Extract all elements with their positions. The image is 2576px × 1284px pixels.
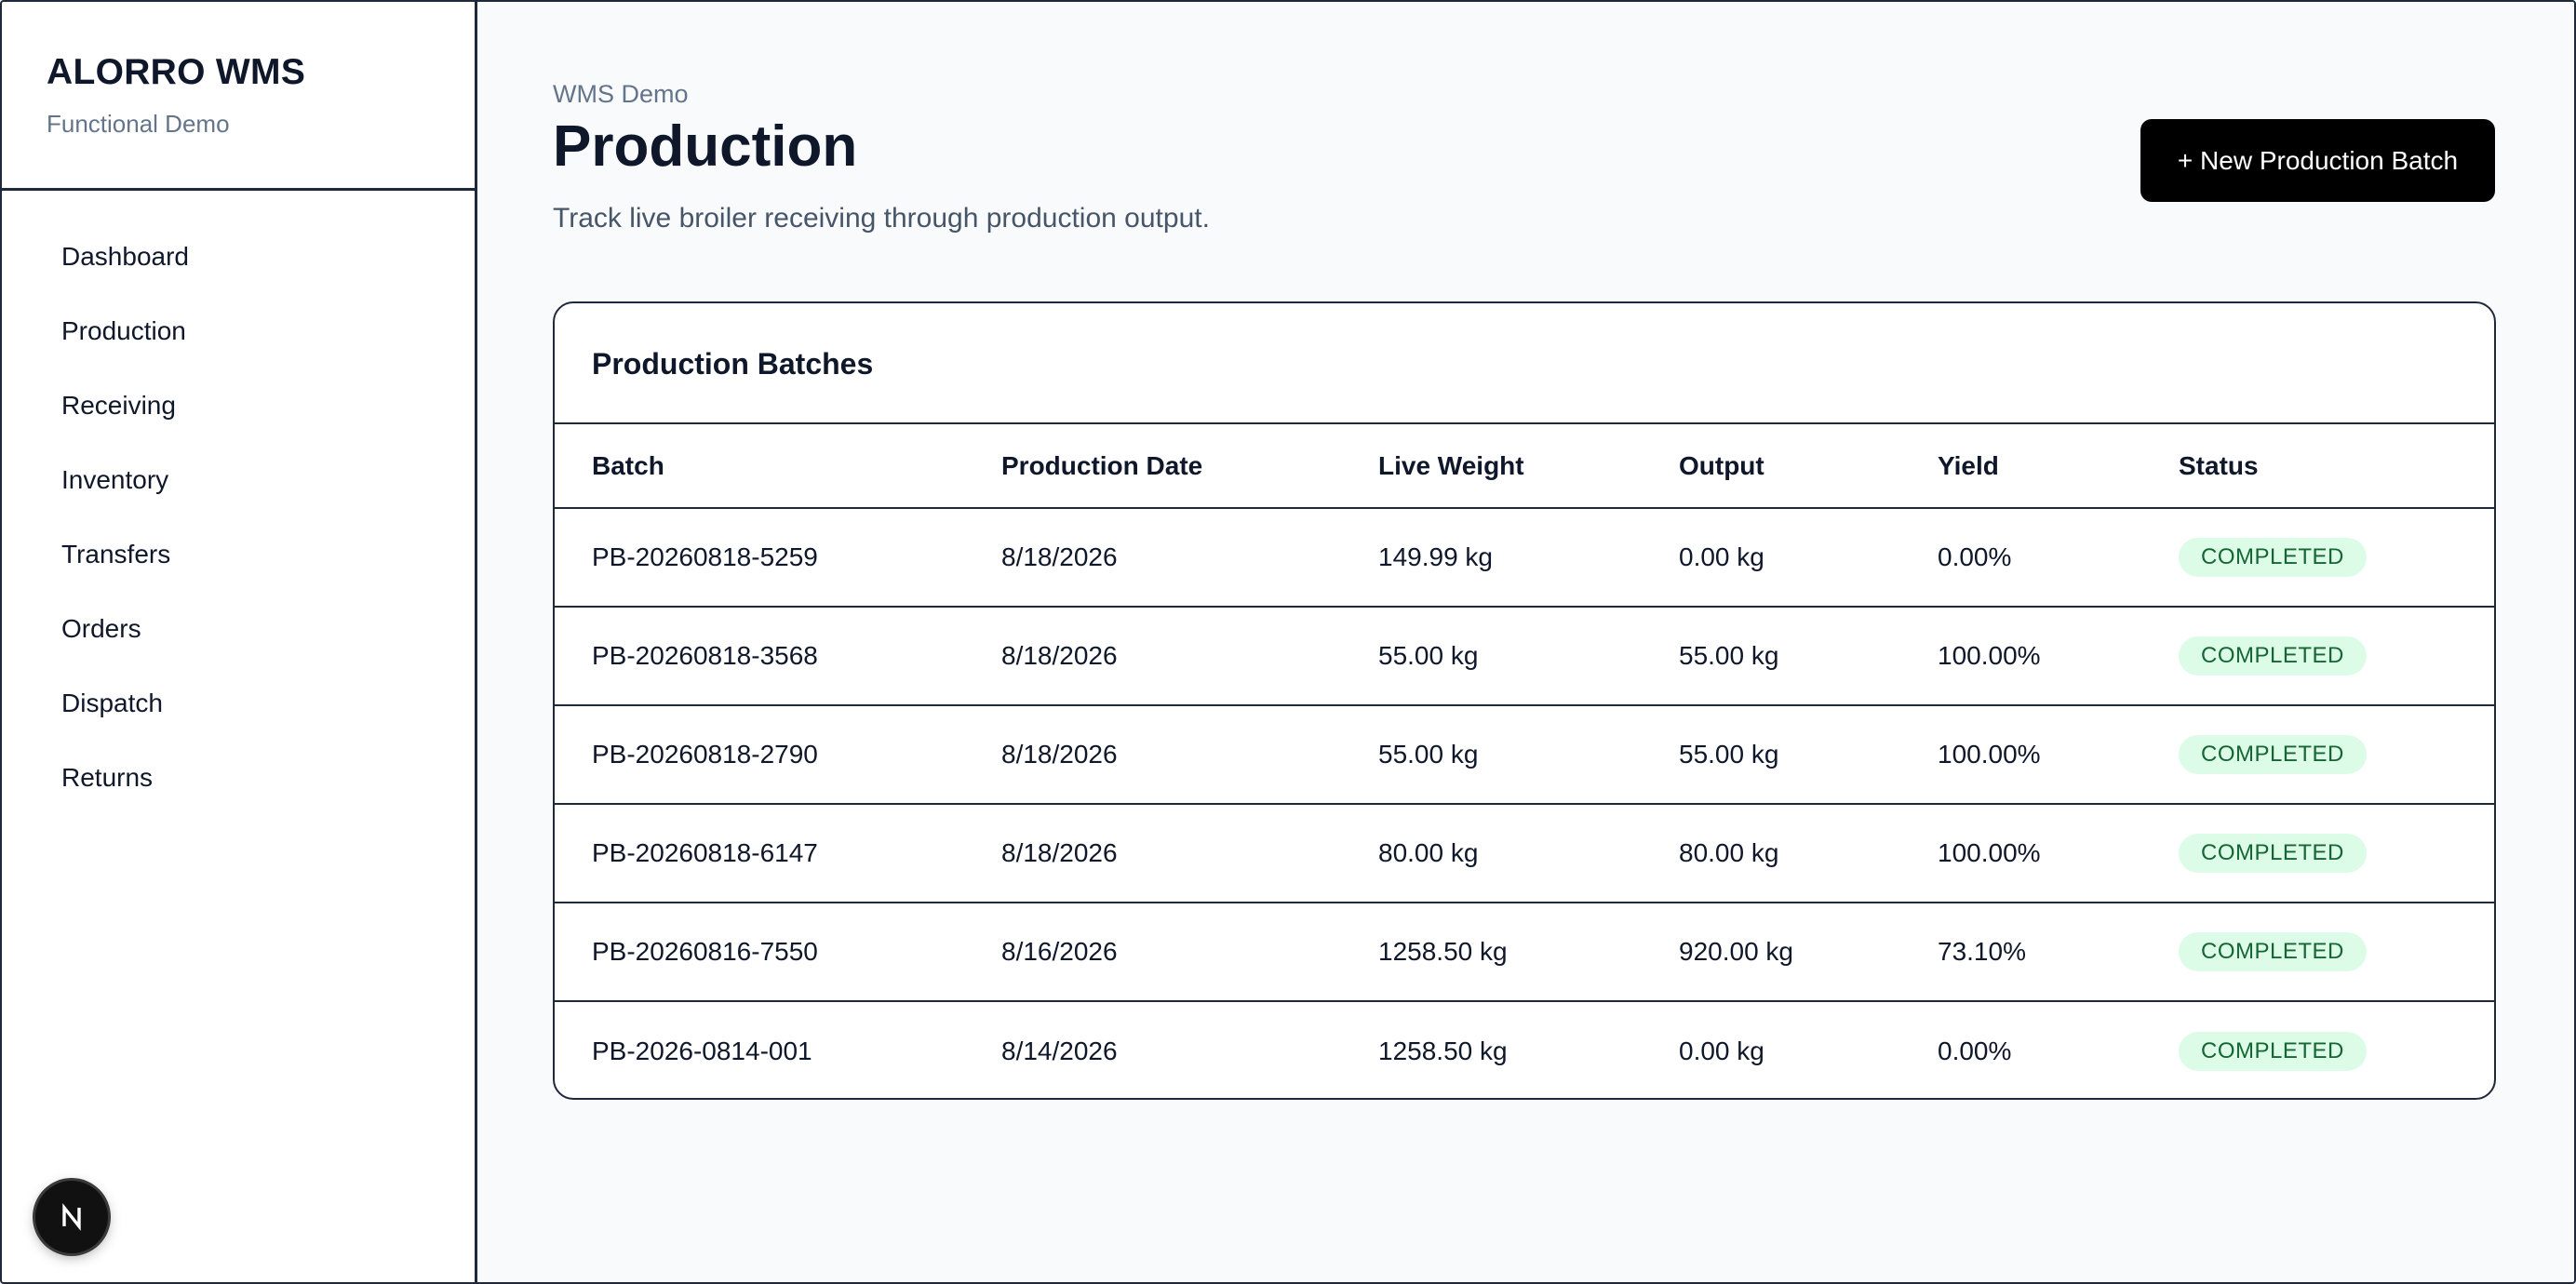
column-header-live-weight: Live Weight [1378,450,1524,480]
cell-output: 55.00 kg [1679,641,1779,670]
table-row[interactable]: PB-20260816-7550 8/16/2026 1258.50 kg 92… [555,903,2494,1001]
cell-live-weight: 1258.50 kg [1378,1036,1508,1065]
cell-status: COMPLETED [2179,607,2494,705]
page-title: Production [553,114,858,179]
cell-status: COMPLETED [2179,705,2494,804]
cell-yield: 100.00% [1938,641,2041,670]
cell-status: COMPLETED [2179,804,2494,903]
table-row[interactable]: PB-20260818-5259 8/18/2026 149.99 kg 0.0… [555,508,2494,607]
status-badge: COMPLETED [2179,735,2367,774]
sidebar-item-orders[interactable]: Orders [61,614,141,643]
column-header-yield: Yield [1938,450,1999,480]
cell-status: COMPLETED [2179,508,2494,607]
cell-batch: PB-20260818-3568 [592,641,818,670]
cell-yield: 0.00% [1938,542,2012,571]
cell-batch: PB-2026-0814-001 [592,1036,812,1065]
cell-yield: 0.00% [1938,1036,2012,1065]
sidebar-item-dispatch[interactable]: Dispatch [61,689,163,717]
cell-yield: 100.00% [1938,740,2041,769]
cell-output: 920.00 kg [1679,937,1793,966]
sidebar-item-dashboard[interactable]: Dashboard [61,242,189,271]
production-batches-card: Production Batches Batch Production Date… [553,301,2496,1100]
column-header-status: Status [2179,450,2259,480]
cell-status: COMPLETED [2179,903,2494,1001]
cell-yield: 73.10% [1938,937,2026,966]
sidebar-item-inventory[interactable]: Inventory [61,465,169,494]
cell-production-date: 8/16/2026 [1001,937,1118,966]
table-row[interactable]: PB-2026-0814-001 8/14/2026 1258.50 kg 0.… [555,1001,2494,1098]
cell-production-date: 8/18/2026 [1001,542,1118,571]
column-header-batch: Batch [592,450,664,480]
status-badge: COMPLETED [2179,932,2367,971]
table-header-row: Batch Production Date Live Weight Output… [555,424,2494,508]
cell-batch: PB-20260816-7550 [592,937,818,966]
cell-production-date: 8/18/2026 [1001,740,1118,769]
status-badge: COMPLETED [2179,1031,2367,1071]
brand-name: ALORRO WMS [47,52,306,92]
cell-live-weight: 149.99 kg [1378,542,1493,571]
table-row[interactable]: PB-20260818-3568 8/18/2026 55.00 kg 55.0… [555,607,2494,705]
page-subtitle: Track live broiler receiving through pro… [553,203,1210,234]
status-badge: COMPLETED [2179,538,2367,577]
cell-live-weight: 55.00 kg [1378,740,1479,769]
breadcrumb: WMS Demo [553,80,689,108]
cell-batch: PB-20260818-6147 [592,838,818,867]
cell-live-weight: 55.00 kg [1378,641,1479,670]
cell-production-date: 8/18/2026 [1001,838,1118,867]
sidebar: ALORRO WMS Functional Demo Dashboard Pro… [2,2,477,1282]
cell-output: 55.00 kg [1679,740,1779,769]
sidebar-item-returns[interactable]: Returns [61,763,154,792]
main-content: WMS Demo Production Track live broiler r… [480,2,2574,1282]
cell-batch: PB-20260818-2790 [592,740,818,769]
table-row[interactable]: PB-20260818-6147 8/18/2026 80.00 kg 80.0… [555,804,2494,903]
table-row[interactable]: PB-20260818-2790 8/18/2026 55.00 kg 55.0… [555,705,2494,804]
production-batches-table: Batch Production Date Live Weight Output… [555,424,2494,1098]
cell-output: 80.00 kg [1679,838,1779,867]
cell-batch: PB-20260818-5259 [592,542,818,571]
card-title: Production Batches [555,303,2494,424]
cell-production-date: 8/14/2026 [1001,1036,1118,1065]
sidebar-item-production[interactable]: Production [61,316,186,345]
status-badge: COMPLETED [2179,834,2367,873]
cell-output: 0.00 kg [1679,542,1764,571]
cell-live-weight: 1258.50 kg [1378,937,1508,966]
cell-output: 0.00 kg [1679,1036,1764,1065]
cell-live-weight: 80.00 kg [1378,838,1479,867]
brand: ALORRO WMS Functional Demo [2,2,475,191]
new-production-batch-button[interactable]: + New Production Batch [2140,119,2495,202]
sidebar-item-transfers[interactable]: Transfers [61,540,171,568]
brand-subtitle: Functional Demo [47,110,230,138]
cell-production-date: 8/18/2026 [1001,641,1118,670]
cell-yield: 100.00% [1938,838,2041,867]
sidebar-nav: Dashboard Production Receiving Inventory… [2,191,475,823]
column-header-output: Output [1679,450,1764,480]
status-badge: COMPLETED [2179,636,2367,675]
nextjs-logo-icon[interactable] [35,1181,108,1253]
cell-status: COMPLETED [2179,1001,2494,1098]
sidebar-item-receiving[interactable]: Receiving [61,391,176,420]
column-header-production-date: Production Date [1001,450,1203,480]
